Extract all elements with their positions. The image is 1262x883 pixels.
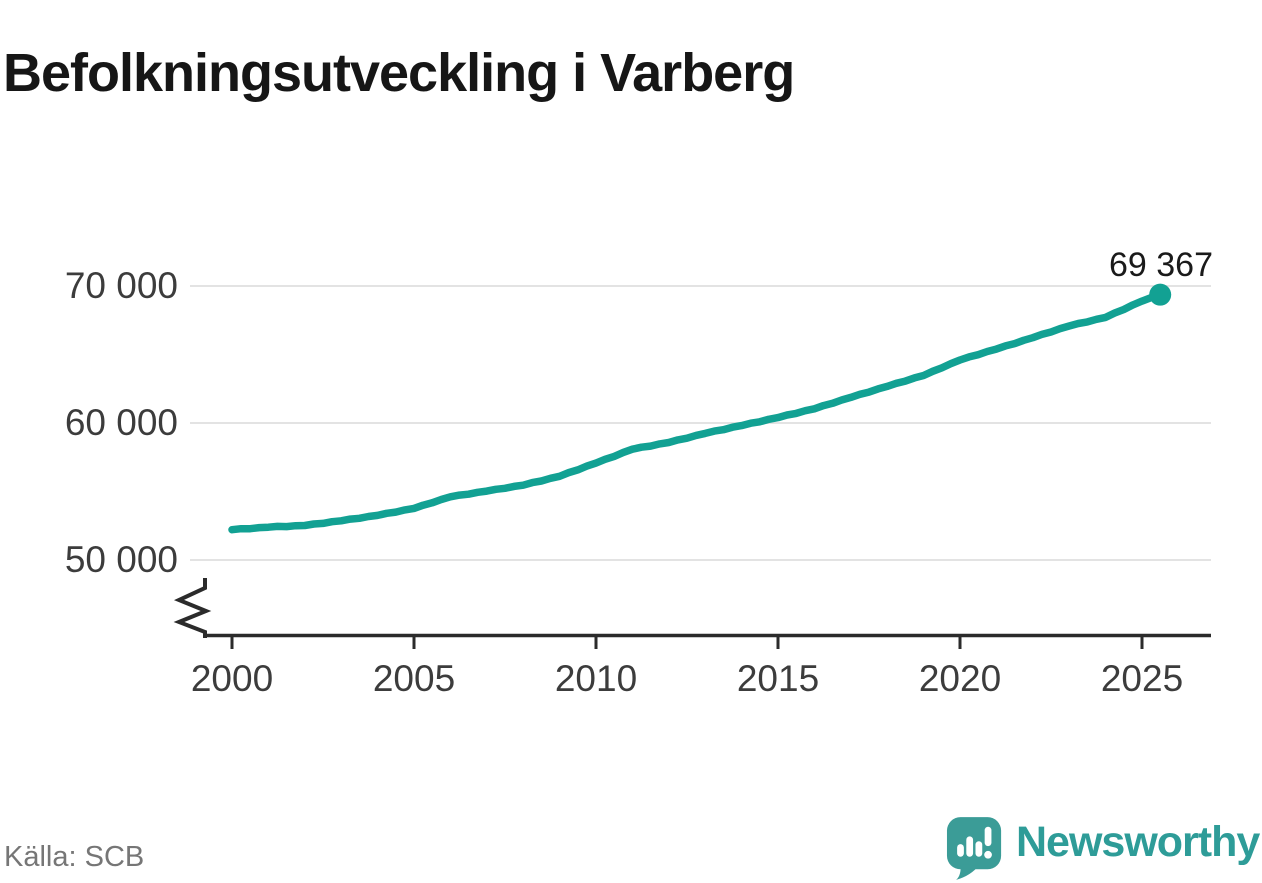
end-point-dot [1149,283,1172,306]
trend-line [228,290,1164,534]
newsworthy-wordmark: Newsworthy [1016,818,1260,866]
newsworthy-logo[interactable]: Newsworthy [946,815,1262,880]
chart-title: Befolkningsutveckling i Varberg [3,43,795,104]
y-tick-label: 70 000 [64,265,178,306]
x-tick-label: 2005 [372,658,456,699]
x-tick-label: 2000 [190,658,274,699]
x-tick-label: 2025 [1100,658,1184,699]
axis-break-icon [173,578,212,638]
speech-bubble-shape [946,817,1002,880]
newsworthy-logo-icon [946,817,1002,880]
bar-chart-exclamation-glyph [957,826,992,859]
source-note: Källa: SCB [4,841,145,873]
x-tick-label: 2015 [736,658,820,699]
latest-value-label: 69 367 [1109,246,1213,284]
y-tick-label: 50 000 [64,539,178,580]
x-tick-label: 2010 [554,658,638,699]
y-tick-label: 60 000 [64,402,178,443]
x-tick-label: 2020 [918,658,1002,699]
